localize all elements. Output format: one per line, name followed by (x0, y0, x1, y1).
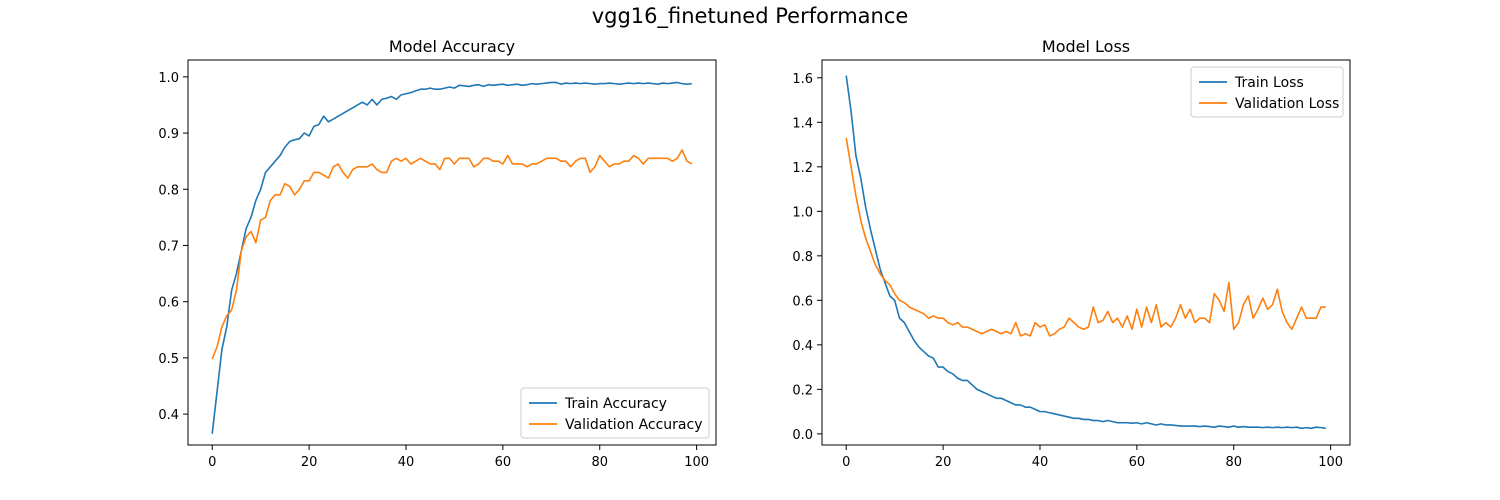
loss-legend: Train Loss Validation Loss (1190, 66, 1344, 118)
accuracy-x-tick-label: 20 (301, 455, 318, 470)
loss-y-tick-label: 1.6 (792, 72, 813, 87)
loss-y-tick-label: 0.2 (792, 383, 813, 398)
loss-x-tick-label: 40 (1032, 455, 1049, 470)
loss-y-tick-label: 0.8 (792, 250, 813, 265)
figure-title: vgg16_finetuned Performance (591, 4, 909, 28)
loss-x-tick-label: 60 (1129, 455, 1146, 470)
accuracy-x-tick-label: 60 (495, 455, 512, 470)
accuracy-plot: Model Accuracy 0 20 40 60 80 1000.40.50.60.70… (158, 37, 717, 470)
loss-x-tick-label: 80 (1225, 455, 1242, 470)
legend-label-train-loss: Train Loss (1234, 75, 1304, 91)
loss-y-tick-label: 0.6 (792, 294, 813, 309)
series-line-train-accuracy (211, 81, 692, 434)
accuracy-y-tick-label: 0.7 (158, 239, 179, 254)
accuracy-x-tick-label: 100 (684, 455, 709, 470)
loss-y-tick-label: 0.0 (792, 428, 813, 443)
loss-y-tick-label: 0.4 (792, 339, 813, 354)
accuracy-y-tick-label: 0.5 (158, 352, 179, 367)
series-line-train-loss (845, 75, 1326, 430)
loss-plot: Model Loss 0 20 40 60 80 100 0.0 0.2 0.4 0.6 0.8 1.… (792, 37, 1351, 470)
accuracy-plot-marks: 0 20 40 60 80 100 0.4 0.5 0.6 0.7 0.8 0.9 1.0 (158, 59, 717, 470)
accuracy-x-tick-label: 40 (398, 455, 415, 470)
series-line-validation-loss (845, 137, 1326, 337)
loss-legend-box (1190, 66, 1344, 118)
loss-x-tick-label: 0 (842, 455, 850, 470)
legend-label-validation-accuracy: Validation Accuracy (565, 417, 703, 433)
accuracy-legend-box (520, 387, 710, 439)
accuracy-y-tick-label: 0.8 (158, 183, 179, 198)
accuracy-x-tick-label: 0 (208, 455, 216, 470)
loss-x-tick-label: 100 (1318, 455, 1343, 470)
accuracy-plot-title: Model Accuracy (389, 37, 515, 56)
loss-plot-marks: 0 20 40 60 80 100 0.0 0.2 0.4 0.6 0.8 1.0 1.2 1.4 1.6 (792, 59, 1351, 470)
accuracy-y-tick-label: 0.6 (158, 296, 179, 311)
accuracy-x-tick-label: 80 (591, 455, 608, 470)
legend-label-train-accuracy: Train Accuracy (564, 396, 667, 412)
accuracy-y-tick-label: 0.9 (158, 127, 179, 142)
loss-axes-frame (821, 59, 1351, 446)
loss-x-tick-label: 20 (935, 455, 952, 470)
accuracy-y-tick-label: 0.4 (158, 408, 179, 423)
loss-y-tick-label: 1.0 (792, 205, 813, 220)
accuracy-axes-frame (187, 59, 717, 446)
loss-plot-title: Model Loss (1042, 37, 1130, 56)
loss-y-tick-label: 1.2 (792, 161, 813, 176)
loss-y-tick-label: 1.4 (792, 116, 813, 131)
series-line-validation-accuracy (211, 149, 693, 360)
legend-label-validation-loss: Validation Loss (1235, 96, 1339, 112)
accuracy-y-tick-label: 1.0 (158, 71, 179, 86)
accuracy-legend: Train Accuracy Validation Accuracy (520, 387, 710, 439)
